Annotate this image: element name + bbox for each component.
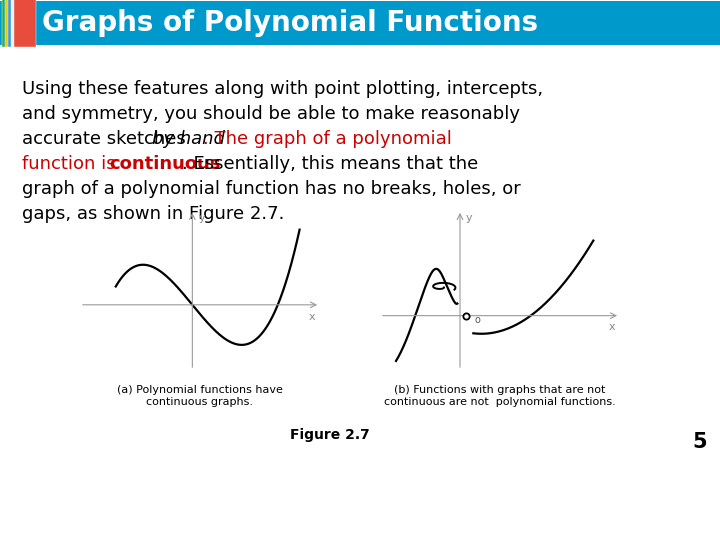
Text: Figure 2.7: Figure 2.7 — [290, 428, 370, 442]
Text: accurate sketches: accurate sketches — [22, 130, 192, 148]
Text: continuous: continuous — [109, 155, 220, 173]
Text: by hand: by hand — [153, 130, 225, 148]
Text: . The graph of a polynomial: . The graph of a polynomial — [203, 130, 452, 148]
Text: Graphs of Polynomial Functions: Graphs of Polynomial Functions — [42, 9, 538, 37]
Text: graph of a polynomial function has no breaks, holes, or: graph of a polynomial function has no br… — [22, 180, 521, 198]
Bar — [0, 1, 720, 45]
Text: gaps, as shown in Figure 2.7.: gaps, as shown in Figure 2.7. — [22, 205, 284, 223]
Bar — [14, 0, 36, 47]
Bar — [2, 0, 32, 47]
Text: y: y — [199, 213, 205, 223]
Text: o: o — [474, 315, 480, 325]
Text: x: x — [309, 312, 315, 322]
Bar — [11, 0, 35, 47]
Text: Using these features along with point plotting, intercepts,: Using these features along with point pl… — [22, 80, 543, 98]
Text: 5: 5 — [693, 432, 707, 452]
Text: x: x — [608, 322, 616, 332]
Bar — [8, 0, 34, 47]
Text: (a) Polynomial functions have
continuous graphs.: (a) Polynomial functions have continuous… — [117, 385, 283, 407]
Text: and symmetry, you should be able to make reasonably: and symmetry, you should be able to make… — [22, 105, 520, 123]
Text: (b) Functions with graphs that are not
continuous are not  polynomial functions.: (b) Functions with graphs that are not c… — [384, 385, 616, 407]
Text: . Essentially, this means that the: . Essentially, this means that the — [181, 155, 478, 173]
Text: function is: function is — [22, 155, 122, 173]
Bar — [5, 0, 33, 47]
Text: y: y — [465, 213, 472, 223]
